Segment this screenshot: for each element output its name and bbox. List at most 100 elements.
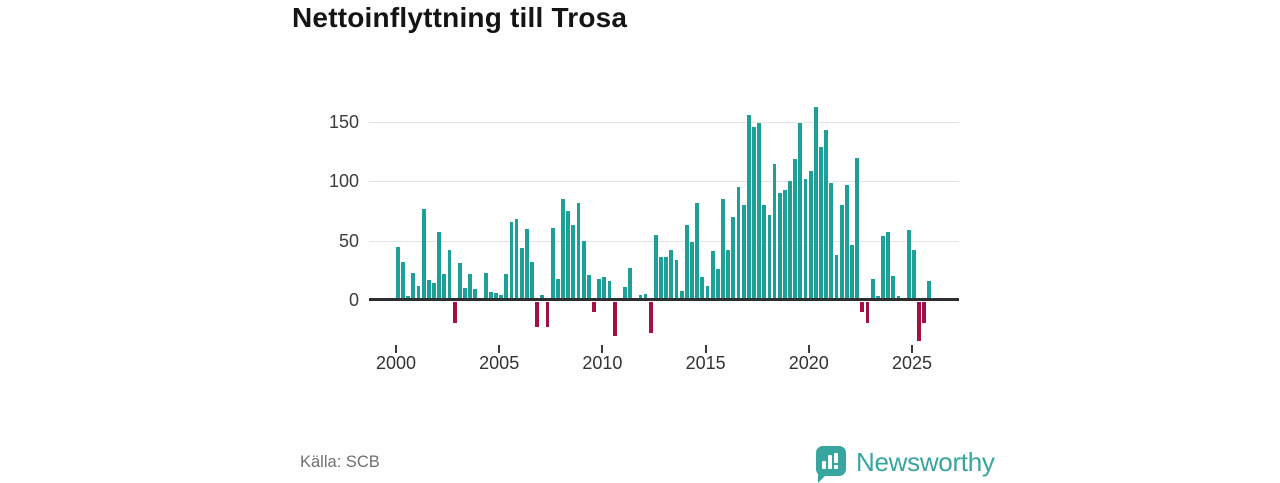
bar-2010-q3: [612, 302, 617, 336]
bar-2018-q1: [767, 214, 772, 300]
bar-2009-q4: [597, 278, 602, 300]
bar-2017-q3: [757, 123, 761, 300]
bar-2010-q2: [607, 281, 612, 300]
bar-2009-q1: [581, 240, 586, 300]
bar-2012-q3: [654, 234, 658, 300]
gridline: [369, 122, 959, 124]
newsworthy-wordmark: Newsworthy: [856, 447, 995, 477]
gridline: [369, 240, 959, 242]
bar-2001-q3: [426, 279, 431, 300]
bar-2012-q4: [659, 257, 663, 300]
bar-2017-q4: [762, 205, 767, 300]
bar-2015-q4: [721, 199, 725, 300]
y-axis-tick-label: 150: [328, 112, 359, 133]
x-axis-tick-label: 2005: [479, 353, 520, 373]
bar-2022-q3: [860, 302, 865, 313]
bar-2021-q2: [834, 254, 839, 300]
bar-2016-q1: [726, 250, 731, 300]
bar-2002-q3: [447, 250, 452, 300]
bar-2014-q4: [700, 277, 705, 300]
bar-2004-q4: [494, 292, 498, 300]
x-axis-tick-mark: [911, 345, 913, 353]
bar-2020-q2: [813, 106, 818, 300]
bar-2009-q2: [586, 275, 591, 300]
bar-2020-q3: [819, 147, 823, 300]
bar-2006-q3: [530, 262, 534, 300]
bar-2012-q1: [643, 294, 648, 300]
bar-2022-q4: [865, 302, 870, 323]
bar-2002-q1: [437, 232, 442, 300]
bar-2015-q3: [715, 269, 720, 300]
bar-2002-q4: [452, 302, 457, 323]
bar-2001-q1: [416, 285, 421, 300]
bar-2019-q3: [798, 123, 803, 300]
bar-2007-q2: [545, 302, 550, 328]
bar-2008-q1: [561, 199, 565, 300]
bar-2008-q2: [566, 211, 571, 300]
x-axis-tick-mark: [395, 345, 397, 353]
bar-2007-q3: [550, 227, 555, 300]
bar-2003-q3: [468, 273, 473, 300]
gridline: [369, 181, 959, 183]
bar-2025-q4: [927, 281, 932, 300]
bar-2018-q3: [777, 193, 782, 300]
x-axis-tick-mark: [498, 345, 501, 353]
bar-2013-q1: [664, 257, 669, 300]
bar-2001-q4: [432, 283, 436, 300]
bar-2006-q4: [535, 302, 540, 328]
bar-2008-q3: [571, 225, 576, 300]
bar-2014-q2: [690, 241, 694, 300]
bar-2005-q3: [509, 221, 514, 300]
bar-2003-q4: [473, 289, 478, 300]
x-axis-tick-label: 2015: [685, 353, 726, 373]
bar-2004-q2: [483, 272, 488, 300]
y-axis-tick-label: 0: [348, 290, 359, 310]
bar-2023-q1: [870, 278, 875, 300]
chart-title: Nettoinflyttning till Trosa: [292, 2, 628, 33]
bar-2019-q4: [803, 179, 808, 300]
bar-2006-q2: [525, 228, 529, 300]
source-text: Källa: SCB: [300, 453, 380, 471]
bar-2022-q2: [855, 157, 860, 300]
bar-2018-q2: [772, 163, 777, 300]
bar-2024-q4: [906, 230, 911, 300]
bar-2011-q2: [628, 267, 632, 300]
bar-2016-q3: [736, 187, 741, 300]
bar-2003-q1: [457, 263, 462, 300]
bar-2007-q4: [555, 278, 560, 300]
x-axis-tick-mark: [601, 345, 604, 353]
bar-2010-q1: [602, 277, 607, 300]
bar-2016-q4: [741, 205, 746, 300]
bar-2021-q1: [829, 182, 834, 300]
x-axis-tick-mark: [704, 345, 707, 353]
bar-2024-q1: [891, 276, 896, 300]
x-axis-tick-label: 2020: [788, 353, 829, 373]
x-axis-line: [369, 298, 959, 301]
x-axis-tick-label: 2000: [375, 353, 417, 373]
bar-2005-q1: [499, 295, 503, 300]
bar-2015-q1: [705, 285, 710, 300]
bar-2013-q3: [674, 259, 679, 300]
bar-2020-q1: [808, 170, 813, 300]
bar-2011-q4: [638, 295, 643, 300]
bar-2005-q4: [514, 219, 519, 300]
y-axis-tick-label: 50: [338, 230, 359, 251]
x-axis-tick-label: 2025: [891, 353, 933, 373]
bar-2013-q2: [669, 250, 674, 300]
bar-2001-q2: [421, 208, 426, 300]
bar-2023-q3: [881, 235, 885, 300]
bar-2016-q2: [731, 216, 736, 300]
bar-2004-q3: [488, 291, 493, 300]
x-axis-tick-label: 2010: [582, 353, 623, 373]
bar-2002-q2: [442, 273, 447, 300]
bar-2021-q4: [844, 184, 849, 300]
bar-2005-q2: [504, 273, 509, 300]
bar-2014-q1: [684, 225, 689, 300]
bar-2023-q4: [886, 232, 890, 300]
bar-2000-q1: [396, 246, 400, 300]
bar-2017-q1: [746, 114, 751, 300]
bar-2012-q2: [648, 302, 653, 334]
bar-2025-q3: [922, 302, 927, 323]
bar-2007-q1: [540, 295, 545, 300]
bar-2003-q2: [463, 288, 467, 300]
